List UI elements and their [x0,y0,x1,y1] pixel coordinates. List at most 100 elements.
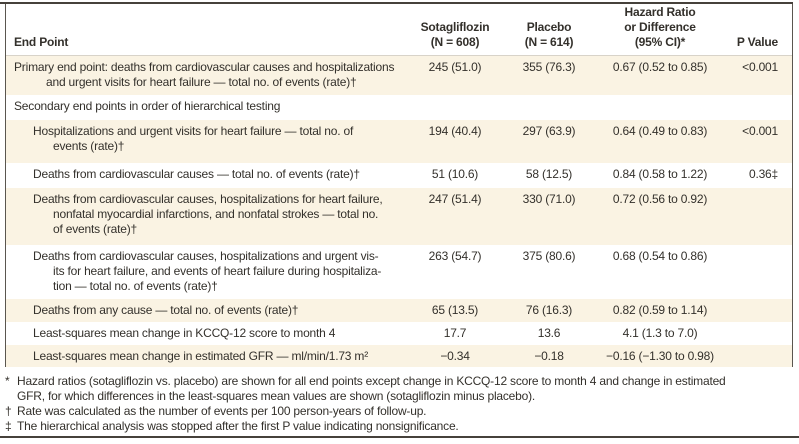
placebo-value: 13.6 [537,326,561,340]
table-row-kccq12-change: Least-squares mean change in KCCQ-12 sco… [6,322,792,345]
column-header-line: (N = 608) [430,35,480,49]
endpoint-line: Deaths from cardiovascular causes, hospi… [33,249,379,263]
placebo-value: −0.18 [534,349,564,363]
p-value [726,245,792,299]
section-label: Secondary end points in order of hierarc… [6,95,406,120]
sotagliflozin-value: 263 (54.7) [428,249,482,263]
footnote-line: The hierarchical analysis was stopped af… [17,419,459,433]
p-value [726,345,792,367]
table-row-deaths-cv-hosp-mi-stroke: Deaths from cardiovascular causes, hospi… [6,188,792,245]
endpoint-label: Deaths from cardiovascular causes, hospi… [6,245,406,299]
footnote-body: Hazard ratios (sotagliflozin vs. placebo… [17,374,726,404]
sotagliflozin-value: −0.34 [440,349,470,363]
column-header-line: or Difference [624,20,696,34]
footnote-hazard-ratio-definition: * Hazard ratios (sotagliflozin vs. place… [5,374,797,404]
column-header-placebo: Placebo (N = 614) [504,20,594,55]
footnote-rate-definition: † Rate was calculated as the number of e… [5,404,797,419]
endpoint-line: Least-squares mean change in estimated G… [33,349,369,363]
endpoint-label: Hospitalizations and urgent visits for h… [6,120,406,163]
endpoint-line: events (rate)† [53,139,125,153]
p-value: 0.36‡ [748,167,778,181]
footnote-body: Rate was calculated as the number of eve… [17,404,427,419]
footnote-line: Rate was calculated as the number of eve… [17,404,427,418]
column-header-line: Placebo [526,20,572,34]
column-header-hazard-ratio: Hazard Ratio or Difference (95% CI)* [594,5,726,55]
column-header-line: (95% CI)* [634,35,686,49]
endpoint-line: Least-squares mean change in KCCQ-12 sco… [33,326,336,340]
asterisk-footnote-marker: * [5,374,10,388]
hazard-ratio-value [594,95,726,120]
p-value: <0.001 [742,60,778,74]
hazard-ratio-value: 0.67 (0.52 to 0.85) [612,60,708,74]
p-value [726,299,792,322]
hazard-ratio-value: 0.84 (0.58 to 1.22) [612,167,708,181]
endpoint-line: nonfatal myocardial infarctions, and non… [53,207,379,221]
footnote-hierarchical-analysis: ‡ The hierarchical analysis was stopped … [5,419,797,434]
p-value [726,188,792,245]
placebo-value: 375 (80.6) [522,249,576,263]
endpoint-label: Deaths from any cause — total no. of eve… [6,299,406,322]
sotagliflozin-value [406,95,504,120]
placebo-value: 297 (63.9) [522,124,576,138]
placebo-value: 76 (16.3) [525,303,573,317]
placebo-value: 355 (76.3) [522,60,576,74]
bottom-rule [0,436,799,438]
endpoint-line: Deaths from cardiovascular causes, hospi… [33,192,383,206]
dagger-footnote-marker: † [5,404,12,418]
table-row-secondary-section-header: Secondary end points in order of hierarc… [6,95,792,120]
p-value [726,95,792,120]
endpoint-label: Deaths from cardiovascular causes — tota… [6,163,406,188]
top-rule [0,2,793,4]
endpoint-line: Secondary end points in order of hierarc… [14,99,281,113]
endpoint-line: and urgent visits for heart failure — to… [46,75,357,89]
sotagliflozin-value: 51 (10.6) [431,167,479,181]
placebo-value: 330 (71.0) [522,192,576,206]
table-row-deaths-cv-hosp-urgent-visits: Deaths from cardiovascular causes, hospi… [6,245,792,299]
column-header-line: Sotagliflozin [420,20,490,34]
footnote-line: GFR, for which differences in the least-… [17,389,536,403]
footnote-line: Hazard ratios (sotagliflozin vs. placebo… [17,374,726,388]
table-row-deaths-cv-causes: Deaths from cardiovascular causes — tota… [6,163,792,188]
hazard-ratio-value: 0.68 (0.54 to 0.86) [612,249,708,263]
endpoint-line: Primary end point: deaths from cardiovas… [14,60,395,74]
table-row-hospitalizations-urgent-visits: Hospitalizations and urgent visits for h… [6,120,792,163]
p-value [726,322,792,345]
double-dagger-footnote-marker: ‡ [5,419,12,433]
table-header-row: End Point Sotagliflozin (N = 608) Placeb… [6,4,792,56]
column-header-p-value: P Value [736,35,778,49]
hazard-ratio-value: 0.82 (0.59 to 1.14) [612,303,708,317]
sotagliflozin-value: 194 (40.4) [428,124,482,138]
placebo-value: 58 (12.5) [525,167,573,181]
table-row-primary-endpoint: Primary end point: deaths from cardiovas… [6,56,792,95]
sotagliflozin-value: 247 (51.4) [428,192,482,206]
column-header-sotagliflozin: Sotagliflozin (N = 608) [406,20,504,55]
hazard-ratio-value: −0.16 (−1.30 to 0.98) [606,349,714,363]
table-row-deaths-any-cause: Deaths from any cause — total no. of eve… [6,299,792,322]
endpoint-line: tion — total no. of events (rate)† [53,279,218,293]
column-header-line: (N = 614) [524,35,574,49]
sotagliflozin-value: 17.7 [443,326,467,340]
column-header-endpoint: End Point [14,35,69,49]
sotagliflozin-value: 65 (13.5) [431,303,479,317]
column-header-line: Hazard Ratio [624,5,696,19]
endpoint-line: Deaths from any cause — total no. of eve… [33,303,299,317]
results-table: End Point Sotagliflozin (N = 608) Placeb… [5,4,793,367]
placebo-value [504,95,594,120]
endpoint-label: Least-squares mean change in estimated G… [6,345,406,367]
endpoint-label: Least-squares mean change in KCCQ-12 sco… [6,322,406,345]
endpoint-label: Primary end point: deaths from cardiovas… [6,56,406,95]
hazard-ratio-value: 4.1 (1.3 to 7.0) [622,326,698,340]
endpoint-line: of events (rate)† [53,222,137,236]
hazard-ratio-value: 0.72 (0.56 to 0.92) [612,192,708,206]
p-value: <0.001 [742,124,778,138]
endpoint-line: Deaths from cardiovascular causes — tota… [33,167,360,181]
table-row-gfr-change: Least-squares mean change in estimated G… [6,345,792,367]
sotagliflozin-value: 245 (51.0) [428,60,482,74]
hazard-ratio-value: 0.64 (0.49 to 0.83) [612,124,708,138]
endpoint-line: Hospitalizations and urgent visits for h… [33,124,354,138]
endpoint-line: its for heart failure, and events of hea… [53,264,382,278]
endpoint-label: Deaths from cardiovascular causes, hospi… [6,188,406,245]
footnote-body: The hierarchical analysis was stopped af… [17,419,459,434]
footnotes: * Hazard ratios (sotagliflozin vs. place… [5,374,797,434]
